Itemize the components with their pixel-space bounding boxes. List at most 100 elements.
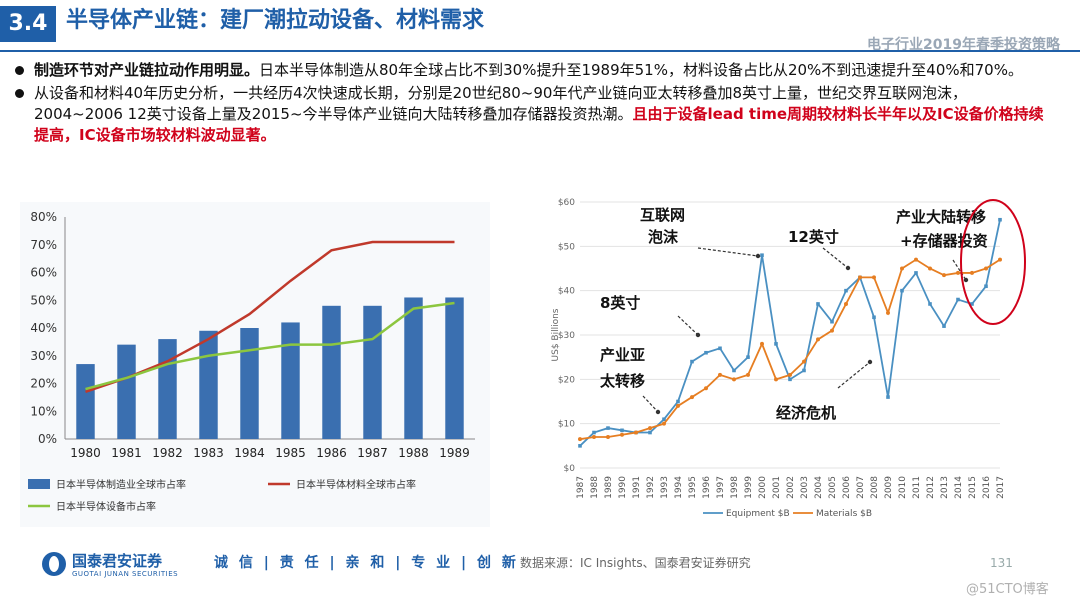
- company-name-en: GUOTAI JUNAN SECURITIES: [72, 570, 179, 578]
- y-tick-label: $20: [558, 375, 575, 385]
- bullet-text: 从设备和材料40年历史分析，一共经历4次快速成长期，分别是20世纪80~90年代…: [34, 84, 968, 123]
- annotation-label: 12英寸: [788, 228, 839, 246]
- bullet-dot-icon: [15, 66, 24, 75]
- y-tick-label: $60: [558, 198, 575, 208]
- bar: [363, 305, 382, 439]
- legend-swatch: [28, 479, 50, 489]
- annotation-arrowhead: [655, 409, 661, 415]
- data-point: [676, 399, 680, 404]
- data-point: [578, 444, 582, 448]
- data-point: [956, 297, 960, 302]
- series-line: [85, 301, 455, 391]
- x-tick-label: 2009: [884, 476, 894, 499]
- annotation-arrowhead: [963, 277, 969, 283]
- data-point: [760, 253, 764, 257]
- x-tick-label: 1983: [193, 446, 224, 460]
- data-point: [690, 359, 694, 364]
- data-point: [914, 271, 918, 275]
- data-point: [690, 395, 694, 400]
- bullet-list: 制造环节对产业链拉动作用明显。日本半导体制造从80年全球占比不到30%提升至19…: [12, 60, 1052, 148]
- x-tick-label: 2008: [870, 476, 880, 499]
- company-motto: 诚 信 | 责 任 | 亲 和 | 专 业 | 创 新: [214, 555, 519, 571]
- data-point: [858, 275, 862, 280]
- legend-label: Equipment $B: [726, 509, 790, 519]
- equipment-materials-chart-svg: $0 $10 $20 $30 $40 $50 $60 US$ Billions 1987 1988…: [551, 198, 1026, 519]
- data-point: [704, 350, 708, 355]
- data-point: [900, 266, 904, 271]
- x-tick-label: 2015: [968, 476, 978, 499]
- y-tick-label: 70%: [30, 238, 57, 252]
- x-tick-label: 1993: [660, 476, 670, 499]
- annotation-label: 互联网: [640, 206, 685, 224]
- x-tick-label: 1988: [398, 446, 429, 460]
- data-point: [592, 434, 596, 439]
- data-point: [606, 426, 610, 430]
- data-point: [816, 302, 820, 306]
- x-tick-label: 1982: [152, 446, 183, 460]
- data-point: [606, 434, 610, 439]
- annotation-label: 太转移: [600, 372, 645, 390]
- x-tick-label: 1986: [316, 446, 347, 460]
- annotation-label: 经济危机: [776, 404, 836, 422]
- x-tick-label: 2011: [912, 476, 922, 499]
- data-point: [928, 266, 932, 271]
- legend-label: 日本半导体制造业全球市占率: [56, 478, 186, 491]
- y-tick-label: $50: [558, 242, 575, 252]
- x-tick-label: 1991: [632, 476, 642, 499]
- annotation-arrow: [642, 395, 659, 413]
- data-point: [718, 346, 722, 351]
- annotation-arrowhead: [695, 332, 701, 338]
- x-tick-label: 1992: [646, 476, 656, 499]
- data-point: [872, 275, 876, 280]
- annotation-arrowhead: [867, 359, 873, 365]
- title-bar: 3.4 半导体产业链：建厂潮拉动设备、材料需求 电子行业2019年春季投资策略: [0, 0, 1080, 53]
- data-point: [732, 377, 736, 382]
- data-point: [830, 319, 834, 324]
- x-tick-label: 1987: [576, 476, 586, 499]
- data-point: [746, 355, 750, 359]
- data-point: [956, 270, 960, 275]
- data-point: [774, 377, 778, 382]
- bullet-bold-text: 制造环节对产业链拉动作用明显。: [34, 61, 260, 79]
- data-point: [704, 386, 708, 391]
- x-tick-label: 1981: [111, 446, 142, 460]
- annotation-arrow: [677, 315, 699, 336]
- y-tick-label: 80%: [30, 210, 57, 224]
- x-tick-label: 1980: [70, 446, 101, 460]
- x-tick-label: 2013: [940, 476, 950, 499]
- bar: [322, 305, 341, 439]
- x-tick-label: 2003: [800, 476, 810, 499]
- x-tick-label: 2016: [982, 476, 992, 499]
- y-tick-label: 10%: [30, 404, 57, 418]
- data-point: [578, 437, 582, 442]
- data-point: [886, 395, 890, 399]
- data-point: [998, 257, 1002, 262]
- y-axis-title: US$ Billions: [551, 308, 561, 361]
- data-point: [760, 341, 764, 346]
- data-point: [648, 426, 652, 431]
- japan-share-chart-svg: 0% 10% 20% 30% 40% 50% 60% 70% 80% 1980 1981 1982 19…: [28, 210, 475, 513]
- bar: [240, 328, 259, 439]
- bar: [158, 339, 177, 439]
- data-point: [942, 273, 946, 278]
- data-point: [872, 315, 876, 320]
- y-tick-label: 0%: [38, 432, 57, 446]
- watermark: @51CTO博客: [966, 582, 1049, 597]
- data-point: [970, 270, 974, 275]
- bar: [199, 330, 218, 439]
- data-point: [928, 302, 932, 306]
- x-tick-label: 2010: [898, 476, 908, 499]
- data-point: [788, 372, 792, 377]
- bar: [281, 322, 300, 439]
- title-divider: [0, 50, 1080, 52]
- x-tick-label: 2006: [842, 476, 852, 499]
- data-point: [844, 301, 848, 306]
- x-tick-label: 1989: [604, 476, 614, 499]
- data-point: [662, 417, 666, 422]
- data-point: [970, 302, 974, 306]
- company-name-cn: 国泰君安证券: [72, 552, 163, 570]
- data-point: [746, 372, 750, 377]
- section-number-badge: 3.4: [0, 6, 56, 42]
- x-tick-label: 2012: [926, 476, 936, 499]
- company-logo-icon: [42, 552, 66, 576]
